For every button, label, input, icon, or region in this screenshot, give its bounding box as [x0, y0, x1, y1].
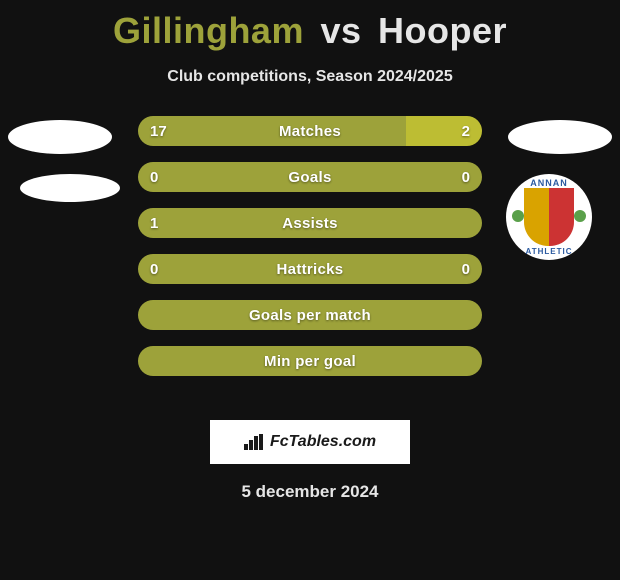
stat-bar-label: Min per goal: [138, 346, 482, 376]
title-player1: Gillingham: [113, 10, 304, 51]
player1-badge-placeholder: [8, 120, 112, 154]
stat-bar-row: 00Goals: [138, 162, 482, 192]
stat-bar-label: Assists: [138, 208, 482, 238]
title-player2: Hooper: [378, 10, 507, 51]
subtitle: Club competitions, Season 2024/2025: [0, 68, 620, 86]
branding-text: FcTables.com: [270, 433, 376, 451]
fctables-logo-icon: [244, 434, 264, 450]
stat-bar-label: Hattricks: [138, 254, 482, 284]
crest-shield-icon: [524, 188, 574, 246]
stat-bars: 172Matches 00Goals 1Assists 00Hattricks Goal…: [138, 116, 482, 376]
page-title: Gillingham vs Hooper: [0, 0, 620, 52]
comparison-stage: ANNAN ATHLETIC 172Matches 00Goals 1Assists…: [0, 116, 620, 396]
player1-badge-placeholder-2: [20, 174, 120, 202]
crest-thistle-icon: [574, 210, 586, 222]
club-crest: ANNAN ATHLETIC: [506, 174, 592, 260]
crest-bottom-text: ATHLETIC: [506, 247, 592, 256]
stat-bar-row: 00Hattricks: [138, 254, 482, 284]
stat-bar-row: Goals per match: [138, 300, 482, 330]
stat-bar-label: Goals per match: [138, 300, 482, 330]
stat-bar-row: 172Matches: [138, 116, 482, 146]
title-vs: vs: [320, 10, 361, 51]
branding-badge: FcTables.com: [210, 420, 410, 464]
crest-top-text: ANNAN: [506, 178, 592, 188]
stat-bar-row: Min per goal: [138, 346, 482, 376]
player2-badge-placeholder: [508, 120, 612, 154]
date-text: 5 december 2024: [0, 482, 620, 502]
crest-thistle-icon: [512, 210, 524, 222]
stat-bar-row: 1Assists: [138, 208, 482, 238]
stat-bar-label: Matches: [138, 116, 482, 146]
stat-bar-label: Goals: [138, 162, 482, 192]
